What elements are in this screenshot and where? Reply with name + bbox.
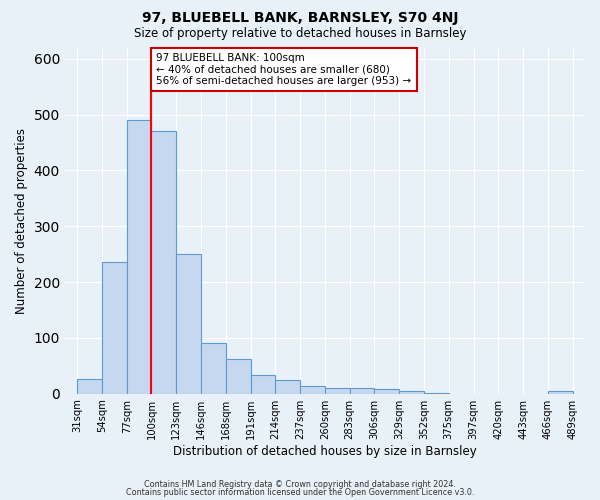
Bar — [77, 378, 102, 394]
Bar — [102, 262, 127, 394]
Bar — [251, 376, 275, 394]
Bar — [325, 388, 350, 394]
Bar — [300, 386, 325, 394]
Bar — [201, 344, 226, 394]
Bar — [350, 388, 374, 394]
Text: 97, BLUEBELL BANK, BARNSLEY, S70 4NJ: 97, BLUEBELL BANK, BARNSLEY, S70 4NJ — [142, 11, 458, 25]
Y-axis label: Number of detached properties: Number of detached properties — [15, 128, 28, 314]
Bar — [275, 380, 300, 394]
Text: Contains public sector information licensed under the Open Government Licence v3: Contains public sector information licen… — [126, 488, 474, 497]
Bar — [127, 120, 151, 394]
Text: Size of property relative to detached houses in Barnsley: Size of property relative to detached ho… — [134, 28, 466, 40]
X-axis label: Distribution of detached houses by size in Barnsley: Distribution of detached houses by size … — [173, 444, 477, 458]
Text: Contains HM Land Registry data © Crown copyright and database right 2024.: Contains HM Land Registry data © Crown c… — [144, 480, 456, 489]
Bar — [151, 132, 176, 394]
Bar — [548, 391, 572, 394]
Bar — [399, 391, 424, 394]
Bar — [374, 389, 399, 394]
Bar — [176, 254, 201, 394]
Bar — [424, 392, 449, 394]
Bar — [226, 359, 251, 394]
Text: 97 BLUEBELL BANK: 100sqm
← 40% of detached houses are smaller (680)
56% of semi-: 97 BLUEBELL BANK: 100sqm ← 40% of detach… — [157, 53, 412, 86]
